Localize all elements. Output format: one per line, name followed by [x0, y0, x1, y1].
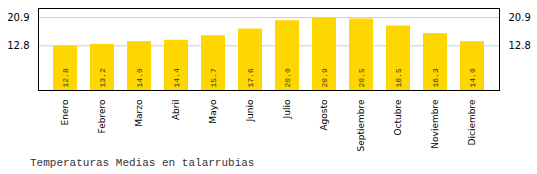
svg-text:Diciembre: Diciembre: [467, 99, 477, 145]
svg-text:13.2: 13.2: [98, 68, 107, 87]
svg-text:Septiembre: Septiembre: [356, 99, 366, 152]
svg-text:Julio: Julio: [282, 99, 292, 119]
svg-text:14.0: 14.0: [135, 68, 144, 87]
svg-text:12.8: 12.8: [509, 40, 531, 51]
svg-text:14.4: 14.4: [172, 68, 181, 87]
svg-text:12.8: 12.8: [7, 40, 29, 51]
svg-text:16.3: 16.3: [431, 68, 440, 87]
svg-text:Enero: Enero: [60, 99, 70, 125]
svg-text:12.8: 12.8: [61, 68, 70, 87]
svg-text:15.7: 15.7: [209, 68, 218, 87]
svg-text:Mayo: Mayo: [208, 99, 218, 124]
svg-text:20.5: 20.5: [357, 68, 366, 87]
svg-text:14.0: 14.0: [468, 68, 477, 87]
svg-text:Febrero: Febrero: [97, 99, 107, 133]
svg-text:Junio: Junio: [245, 99, 255, 123]
svg-text:18.5: 18.5: [394, 68, 403, 87]
html-text:Temperaturas Medias en talarru: Temperaturas Medias en talarrubias: [30, 157, 255, 169]
svg-text:20.0: 20.0: [283, 68, 292, 87]
svg-text:20.9: 20.9: [320, 68, 329, 87]
svg-text:17.6: 17.6: [246, 68, 255, 87]
svg-text:20.9: 20.9: [7, 12, 29, 23]
svg-text:Octubre: Octubre: [393, 99, 403, 135]
svg-text:20.9: 20.9: [509, 12, 531, 23]
svg-text:Agosto: Agosto: [319, 99, 329, 131]
svg-text:Noviembre: Noviembre: [430, 99, 440, 149]
svg-text:Abril: Abril: [171, 100, 181, 121]
svg-text:Marzo: Marzo: [134, 99, 144, 127]
